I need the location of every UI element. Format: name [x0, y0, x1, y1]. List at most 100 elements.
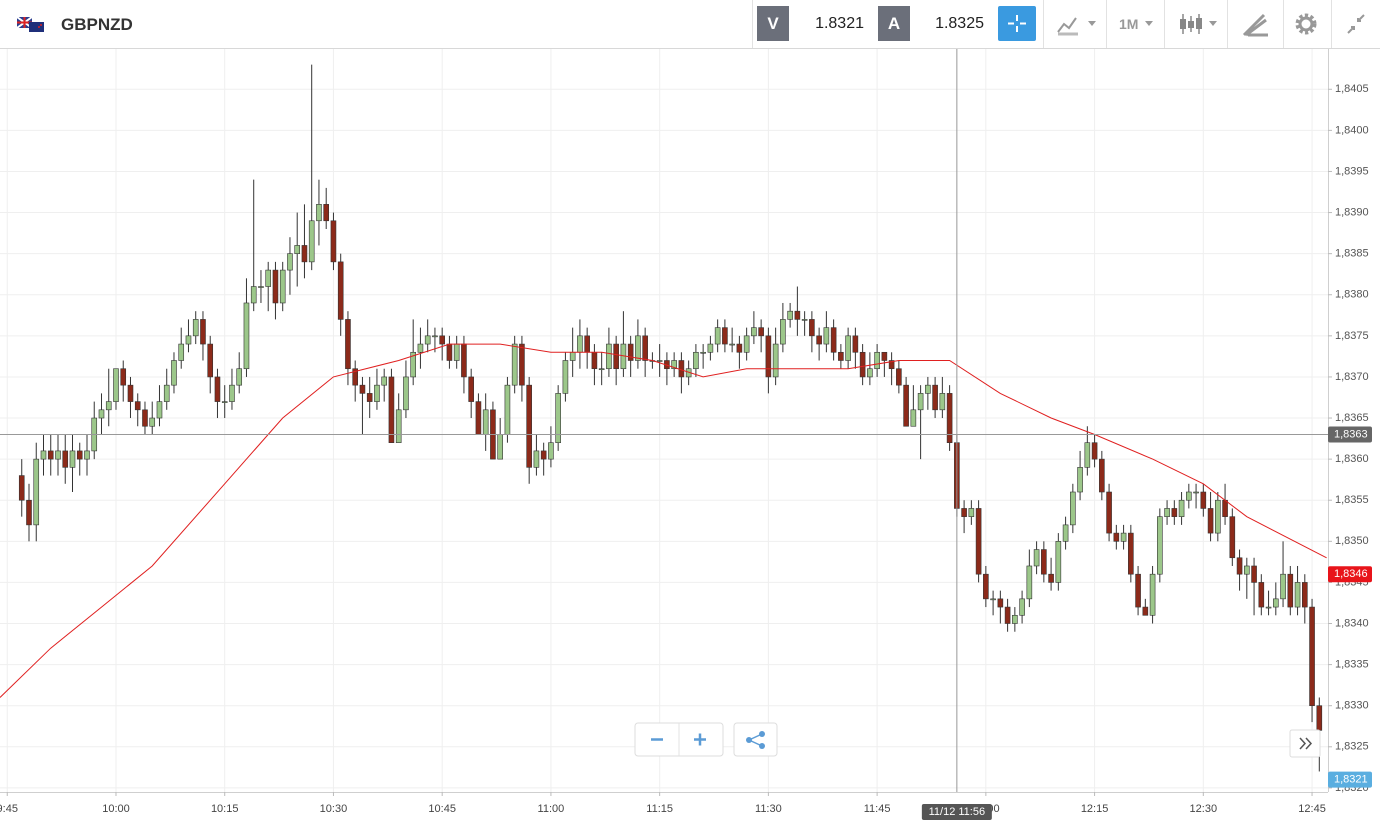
x-tick-label: 9:45 [0, 803, 18, 815]
candle-body [1048, 573, 1054, 583]
candle-body [1229, 516, 1236, 559]
candle-body [968, 508, 975, 517]
timeframe[interactable]: 1M [1119, 16, 1139, 32]
candle-type-button[interactable] [1164, 0, 1227, 48]
candle-body [171, 360, 177, 386]
candle-body [526, 384, 532, 468]
candle-body [395, 409, 402, 443]
share-button[interactable] [733, 722, 778, 757]
candle-body [250, 286, 257, 304]
candle-body [1287, 573, 1294, 608]
candle-body [410, 351, 416, 378]
candle-body [635, 335, 641, 361]
candle-body [511, 343, 518, 386]
candle-body [1251, 565, 1257, 583]
drawing-button[interactable] [1227, 0, 1283, 48]
price-label-box [1328, 771, 1372, 788]
candle-body [772, 343, 779, 378]
x-tick-label: 12:15 [1081, 803, 1109, 815]
x-tick-label: 12:45 [1298, 803, 1326, 815]
candle-body [932, 384, 938, 411]
candle-body [142, 409, 148, 427]
candle-body [1004, 606, 1011, 624]
y-tick-label: 1,8325 [1335, 741, 1369, 753]
crosshair-y-label: 1,8363 [1334, 428, 1368, 440]
candle-body [1157, 516, 1163, 575]
candle-body [990, 598, 996, 601]
candle-body [178, 343, 185, 361]
candle-body [76, 450, 83, 460]
candle-body [1316, 705, 1323, 731]
candle-body [185, 335, 192, 345]
crosshair-x-box [921, 804, 992, 820]
candle-body [287, 253, 293, 271]
candle-body [388, 376, 395, 443]
candle-body [366, 393, 373, 402]
candle-body [439, 335, 445, 345]
candle-body [1309, 606, 1315, 707]
candle-body [1084, 442, 1091, 468]
candle-body [1222, 499, 1228, 517]
candle-body [606, 343, 612, 370]
candle-body [214, 376, 221, 402]
candle-body [62, 450, 69, 468]
settings-button[interactable] [1283, 0, 1331, 48]
candle-body [1265, 606, 1272, 609]
candle-body [729, 343, 735, 346]
candle-body [1062, 524, 1069, 542]
candle-body [765, 335, 772, 378]
candle-body [838, 351, 844, 361]
candle-body [598, 368, 605, 371]
candle-body [475, 401, 482, 435]
zoom-in-button[interactable] [694, 733, 706, 746]
candle-body [482, 409, 489, 435]
candle-body [1106, 491, 1112, 534]
candle-body [1178, 499, 1185, 517]
candle-body [192, 319, 199, 337]
timeframe-button[interactable]: 1M [1106, 0, 1164, 48]
candle-body [461, 343, 467, 378]
candle-body [163, 384, 170, 402]
bid-label[interactable]: V [757, 6, 789, 41]
ask-price[interactable]: 1.8325 [935, 15, 984, 32]
candle-body [265, 269, 272, 287]
candle-body [801, 319, 808, 321]
chart-type-button[interactable] [1043, 0, 1106, 48]
candle-body [809, 319, 815, 337]
candle-body [1258, 582, 1265, 608]
moving-average [0, 343, 1327, 698]
candle-body [47, 450, 54, 460]
crosshair-button[interactable] [998, 6, 1036, 41]
candle-body [424, 335, 431, 345]
price-label: 1,8321 [1334, 774, 1368, 786]
candle-body [323, 204, 330, 222]
candle-body [743, 335, 750, 353]
candle-body [1033, 549, 1040, 567]
candle-body [18, 475, 25, 501]
candle-body [845, 335, 851, 361]
candle-body [939, 393, 946, 411]
candle-body [120, 368, 127, 386]
y-tick-label: 1,8340 [1335, 617, 1369, 629]
candle-body [1128, 532, 1134, 575]
price-panel [752, 0, 998, 48]
candle-body [301, 245, 308, 263]
candle-body [1120, 532, 1127, 542]
candle-body [359, 384, 366, 394]
chart: 1,83201,83251,83301,83351,83401,83451,83… [0, 49, 1372, 820]
candle-body [330, 220, 337, 263]
candle-body [1186, 491, 1192, 501]
candle-body [1041, 549, 1047, 575]
candle-body [1077, 467, 1083, 493]
candle-body [577, 335, 583, 353]
candle-body [374, 384, 380, 402]
candle-body [221, 401, 228, 403]
y-tick-label: 1,8370 [1335, 371, 1369, 383]
candle-body [555, 393, 561, 443]
candle-body [1236, 557, 1243, 575]
candle-body [497, 434, 503, 460]
candle-body [432, 335, 438, 338]
bid-price[interactable]: 1.8321 [815, 15, 864, 32]
collapse-button[interactable] [1331, 0, 1380, 48]
ask-label[interactable]: A [878, 6, 910, 41]
